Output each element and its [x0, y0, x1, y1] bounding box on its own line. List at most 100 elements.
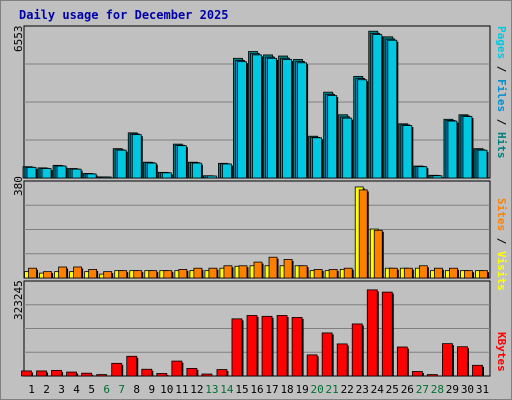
sites-bar-day-30 [464, 270, 473, 279]
day-label-12: 12 [190, 383, 203, 396]
sites-bar-day-25 [388, 267, 398, 279]
day-label-27: 27 [416, 383, 429, 396]
kbytes-bar-day-17 [261, 315, 273, 377]
sites-bar-day-1 [28, 267, 37, 279]
pages-bar-day-9 [146, 162, 157, 179]
kbytes-bar-day-1 [21, 370, 32, 377]
sites-bar-day-2 [43, 271, 52, 279]
sites-bar-day-27 [418, 265, 428, 279]
kbytes-bar-day-10 [156, 373, 168, 377]
pages-bar-day-4 [71, 168, 82, 179]
day-label-7: 7 [118, 383, 125, 396]
kbytes-bar-day-15 [231, 318, 243, 377]
pages-bar-day-8 [131, 134, 142, 179]
kbytes-bar-day-2 [36, 370, 47, 377]
pages-bar-day-28 [432, 175, 443, 179]
day-label-5: 5 [88, 383, 95, 396]
kbytes-bar-day-31 [472, 364, 483, 377]
sites-bar-day-14 [223, 265, 233, 279]
kbytes-bar-day-20 [306, 354, 318, 377]
kbytes-bar-day-24 [366, 289, 378, 377]
sites-bar-day-13 [208, 267, 218, 279]
kbytes-bar-day-8 [126, 355, 138, 377]
sites-bar-day-9 [148, 270, 158, 279]
pages-bar-day-21 [327, 95, 338, 179]
pages-bar-day-31 [477, 149, 488, 179]
kbytes-bar-day-12 [186, 367, 198, 377]
kbytes-bar-day-18 [276, 315, 288, 377]
sites-bar-day-29 [449, 267, 458, 279]
kbytes-bar-day-29 [442, 343, 453, 377]
day-label-3: 3 [58, 383, 65, 396]
sites-bar-day-16 [253, 261, 263, 279]
pages-bar-day-6 [101, 176, 112, 179]
sites-bar-day-18 [283, 258, 293, 279]
kbytes-bar-day-16 [246, 315, 258, 377]
pages-bar-day-7 [116, 149, 127, 179]
sites-bar-day-22 [343, 267, 353, 279]
day-label-23: 23 [356, 383, 369, 396]
kbytes-bar-day-4 [66, 371, 78, 377]
kbytes-bar-day-19 [291, 317, 303, 377]
sites-bar-day-19 [298, 265, 308, 279]
kbytes-bar-day-22 [336, 343, 348, 377]
kbytes-bar-day-13 [201, 373, 213, 377]
sites-bar-day-15 [238, 265, 248, 279]
sites-bar-day-11 [178, 269, 188, 279]
kbytes-bar-day-11 [171, 360, 183, 377]
day-label-31: 31 [476, 383, 489, 396]
sites-bar-day-28 [433, 267, 443, 279]
day-label-26: 26 [401, 383, 414, 396]
kbytes-bar-day-21 [321, 332, 333, 377]
pages-bar-day-16 [252, 54, 262, 179]
day-label-2: 2 [43, 383, 50, 396]
day-label-21: 21 [326, 383, 339, 396]
day-label-11: 11 [175, 383, 188, 396]
kbytes-bar-day-26 [396, 346, 408, 377]
pages-bar-day-22 [342, 117, 353, 179]
pages-bar-day-11 [176, 145, 187, 179]
sites-bar-day-17 [268, 256, 278, 279]
day-label-29: 29 [446, 383, 459, 396]
kbytes-bar-day-23 [351, 323, 363, 377]
kbytes-bar-day-5 [81, 372, 93, 377]
pages-bar-day-5 [86, 173, 97, 179]
day-label-4: 4 [73, 383, 80, 396]
sites-bar-day-21 [328, 269, 338, 279]
sites-bar-day-23 [358, 189, 368, 279]
pages-bar-day-19 [297, 62, 307, 179]
kbytes-bar-day-30 [457, 346, 468, 377]
pages-bar-day-27 [417, 166, 428, 179]
sites-bar-day-20 [313, 269, 323, 279]
day-label-28: 28 [431, 383, 444, 396]
day-label-22: 22 [341, 383, 354, 396]
kbytes-bar-day-6 [96, 374, 108, 377]
day-label-24: 24 [371, 383, 385, 396]
day-label-30: 30 [461, 383, 474, 396]
pages-bar-day-10 [161, 172, 172, 179]
day-label-20: 20 [311, 383, 324, 396]
pages-bar-day-13 [207, 175, 217, 179]
sites-bar-day-3 [58, 266, 67, 279]
chart-title: Daily usage for December 2025 [19, 8, 229, 22]
day-label-25: 25 [386, 383, 399, 396]
pages-bar-day-26 [402, 125, 413, 179]
sites-bar-day-7 [118, 270, 128, 279]
kbytes-bar-day-28 [426, 374, 438, 377]
sites-bar-day-12 [193, 267, 203, 279]
pages-bar-day-2 [41, 168, 52, 179]
pages-bar-day-3 [56, 165, 67, 179]
sites-bar-day-26 [403, 267, 413, 279]
pages-bar-day-23 [357, 79, 368, 179]
day-label-15: 15 [235, 383, 248, 396]
day-label-19: 19 [295, 383, 308, 396]
pages-bar-day-17 [267, 57, 277, 179]
day-label-6: 6 [103, 383, 110, 396]
day-label-9: 9 [148, 383, 155, 396]
sites-bar-day-4 [73, 266, 83, 279]
pages-bar-day-1 [26, 166, 37, 179]
pages-bar-day-12 [191, 162, 202, 179]
day-label-17: 17 [265, 383, 278, 396]
pages-bar-day-25 [387, 39, 398, 179]
